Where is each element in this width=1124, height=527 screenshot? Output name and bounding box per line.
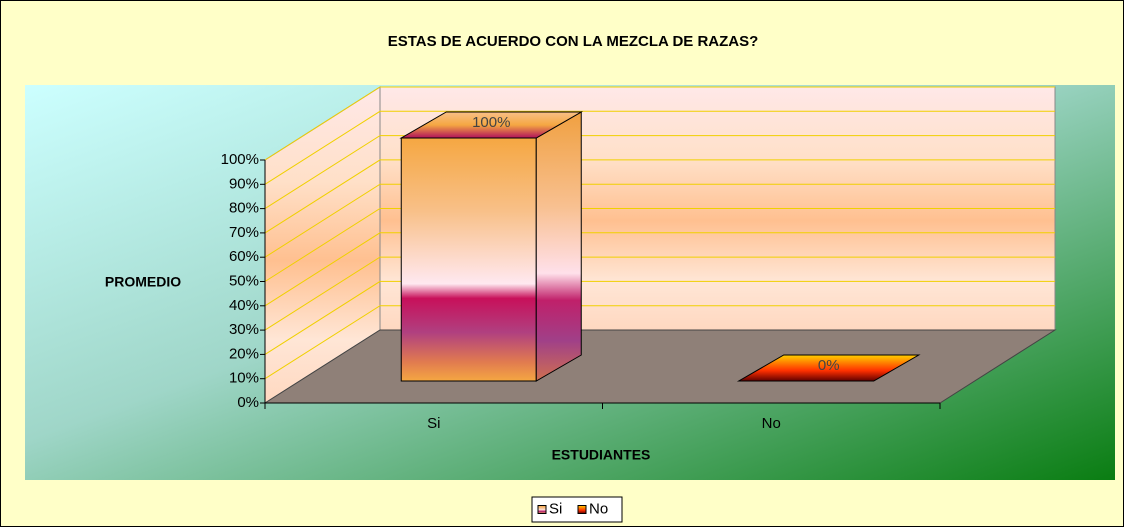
grid-line bbox=[264, 135, 1055, 210]
y-tick-label: 30% bbox=[229, 321, 259, 338]
legend-swatch bbox=[537, 505, 547, 514]
x-tick-label: Si bbox=[427, 415, 440, 432]
bar bbox=[736, 354, 921, 382]
grid-line bbox=[264, 159, 1055, 234]
legend-label: Si bbox=[549, 500, 562, 517]
y-tick-label: 90% bbox=[229, 175, 259, 192]
data-label: 100% bbox=[472, 114, 510, 131]
bar-front bbox=[400, 137, 537, 382]
grid-line bbox=[264, 183, 1055, 258]
legend bbox=[531, 496, 623, 523]
bar-side bbox=[535, 111, 582, 382]
grid-line bbox=[264, 280, 1055, 355]
y-axis-label: PROMEDIO bbox=[105, 274, 181, 290]
x-axis-label: ESTUDIANTES bbox=[552, 447, 651, 463]
grid-line bbox=[264, 256, 1055, 331]
x-tick-label: No bbox=[762, 415, 781, 432]
y-tick-label: 0% bbox=[237, 394, 259, 411]
chart-title: ESTAS DE ACUERDO CON LA MEZCLA DE RAZAS? bbox=[388, 33, 759, 50]
grid-line bbox=[264, 232, 1055, 307]
floor bbox=[263, 329, 1057, 404]
bar-top bbox=[399, 111, 584, 139]
grid-line bbox=[264, 305, 1055, 380]
y-tick-label: 10% bbox=[229, 370, 259, 387]
y-tick-label: 70% bbox=[229, 224, 259, 241]
y-tick-label: 50% bbox=[229, 272, 259, 289]
bar bbox=[399, 111, 584, 382]
legend-label: No bbox=[589, 500, 608, 517]
grid-line bbox=[264, 86, 1055, 161]
y-tick-label: 40% bbox=[229, 297, 259, 314]
y-tick-label: 20% bbox=[229, 345, 259, 362]
y-tick-label: 60% bbox=[229, 248, 259, 265]
y-tick-label: 80% bbox=[229, 200, 259, 217]
grid-line bbox=[264, 208, 1055, 282]
y-tick-label: 100% bbox=[221, 151, 259, 168]
grid-line bbox=[264, 110, 1055, 185]
legend-swatch bbox=[577, 505, 587, 514]
data-label: 0% bbox=[818, 357, 840, 374]
